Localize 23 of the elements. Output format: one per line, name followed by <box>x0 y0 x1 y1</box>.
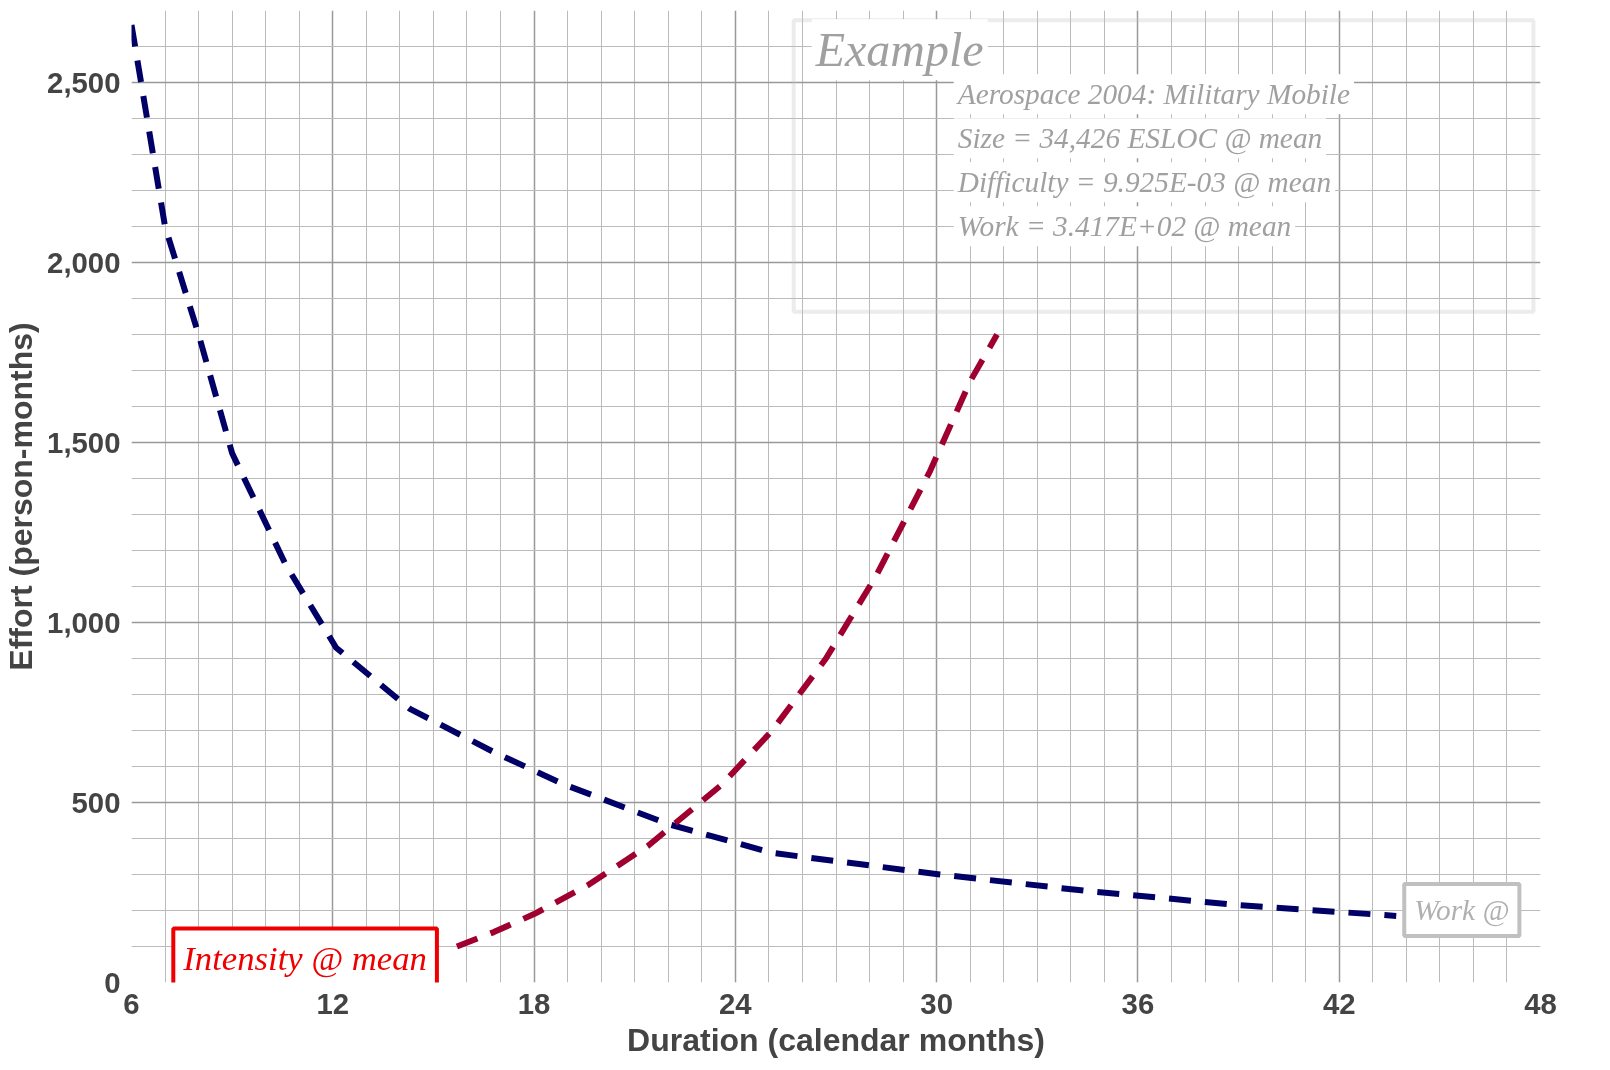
x-tick-label: 12 <box>316 986 350 1020</box>
x-tick-label: 24 <box>719 986 753 1020</box>
x-tick-label: 30 <box>920 986 953 1020</box>
x-axis-title: Duration (calendar months) <box>627 1021 1045 1058</box>
series-label: Intensity @ mean <box>182 938 427 978</box>
y-axis-title: Effort (person-months) <box>3 322 40 671</box>
y-tick-label: 2,500 <box>47 65 121 99</box>
x-tick-label: 6 <box>123 986 140 1020</box>
series-label: Work @ <box>1414 893 1510 927</box>
y-tick-label: 1,500 <box>47 425 121 459</box>
y-tick-label: 2,000 <box>47 245 121 279</box>
annotation: Work = 3.417E+02 @ mean <box>957 210 1292 244</box>
y-tick-label: 500 <box>71 785 121 819</box>
annotation: Example <box>814 23 984 77</box>
y-tick-label: 1,000 <box>47 605 121 639</box>
x-tick-label: 48 <box>1524 986 1557 1020</box>
x-tick-label: 18 <box>517 986 551 1020</box>
x-tick-label: 36 <box>1121 986 1155 1020</box>
annotation: Aerospace 2004: Military Mobile <box>955 78 1351 111</box>
x-tick-label: 42 <box>1322 986 1356 1020</box>
annotation: Size = 34,426 ESLOC @ mean <box>957 122 1323 156</box>
annotation: Difficulty = 9.925E-03 @ mean <box>956 166 1332 200</box>
y-tick-label: 0 <box>104 965 121 999</box>
